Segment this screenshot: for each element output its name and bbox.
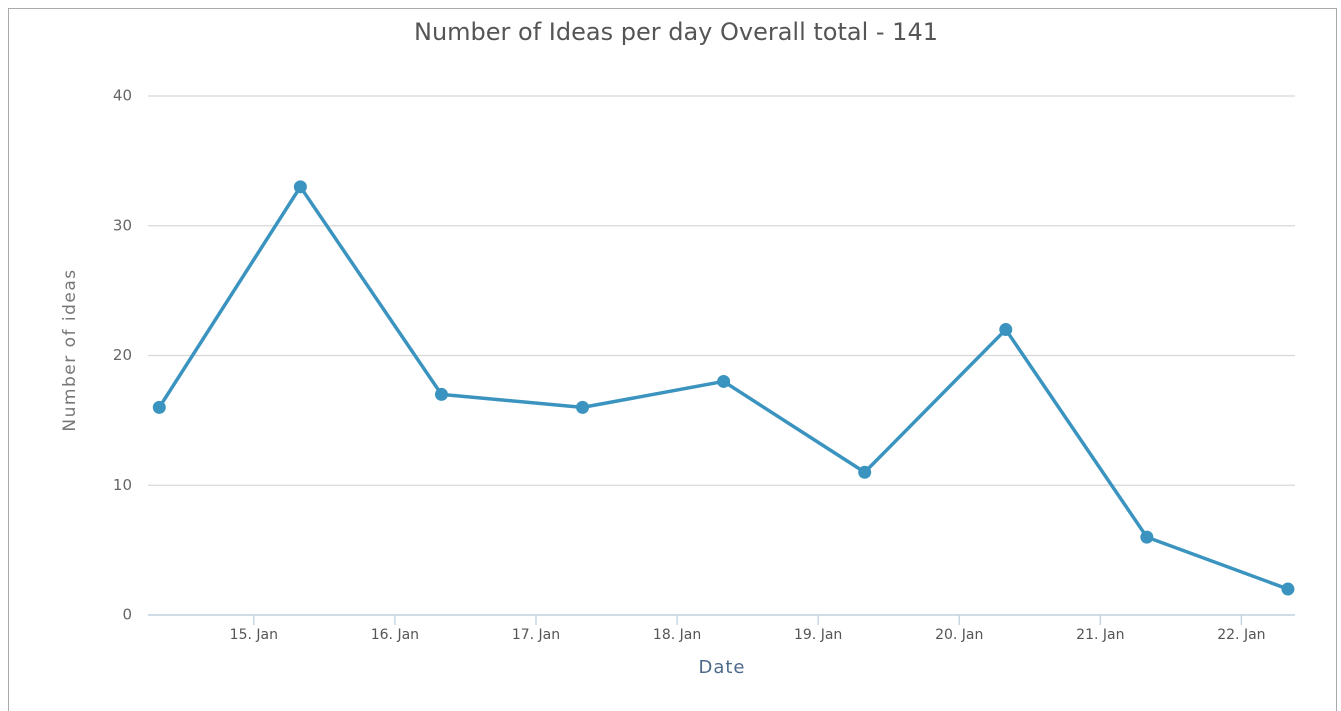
data-point	[858, 465, 872, 479]
x-tick-label: 15. Jan	[230, 627, 278, 643]
y-tick-label: 30	[113, 216, 132, 234]
data-point	[1140, 530, 1154, 544]
x-tick-label: 16. Jan	[371, 627, 419, 643]
x-tick-label: 18. Jan	[653, 627, 701, 643]
data-point	[576, 400, 590, 414]
chart-title: Number of Ideas per day Overall total - …	[414, 18, 938, 46]
data-point	[717, 374, 731, 388]
x-tick-label: 19. Jan	[794, 627, 842, 643]
x-tick-label: 21. Jan	[1076, 627, 1124, 643]
chart-frame	[8, 8, 1337, 711]
data-point	[999, 323, 1013, 337]
y-tick-label: 10	[113, 476, 132, 494]
y-axis-title: Number of ideas	[60, 268, 80, 431]
data-point	[1281, 582, 1295, 596]
y-tick-label: 20	[113, 346, 132, 364]
data-point	[152, 400, 166, 414]
data-point	[293, 180, 307, 194]
y-tick-label: 0	[122, 606, 132, 624]
x-axis-title: Date	[698, 657, 745, 678]
y-tick-label: 40	[113, 87, 132, 105]
data-point	[434, 387, 448, 401]
x-tick-label: 20. Jan	[935, 627, 983, 643]
x-tick-label: 22. Jan	[1217, 627, 1265, 643]
x-tick-label: 17. Jan	[512, 627, 560, 643]
